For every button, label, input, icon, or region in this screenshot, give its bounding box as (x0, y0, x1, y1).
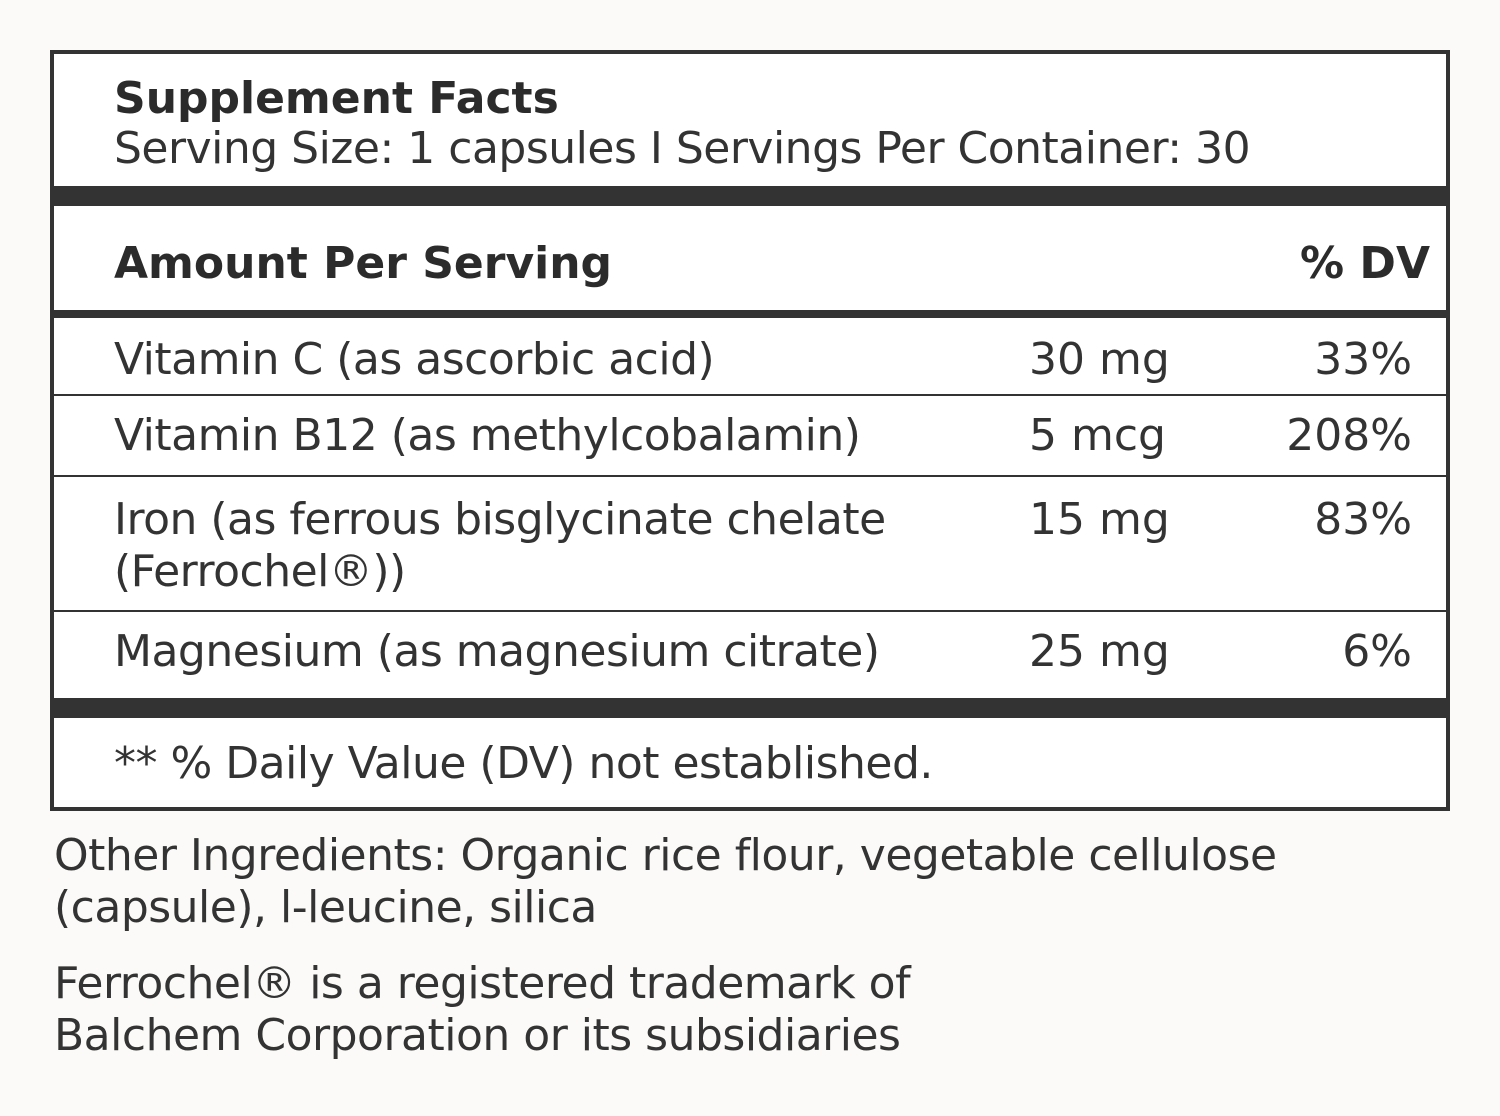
nutrient-name: Magnesium (as magnesium citrate) (114, 626, 880, 677)
nutrient-amount: 15 mg (1029, 494, 1170, 545)
daily-value-heading: % DV (1300, 238, 1430, 289)
thick-divider-bottom (54, 698, 1446, 718)
row-divider (54, 610, 1446, 612)
nutrient-name: Vitamin B12 (as methylcobalamin) (114, 410, 861, 461)
nutrient-name: Iron (as ferrous bisglycinate chelate (F… (114, 494, 886, 597)
supplement-facts-panel: Supplement Facts Serving Size: 1 capsule… (50, 50, 1450, 811)
nutrient-amount: 25 mg (1029, 626, 1170, 677)
amount-header-row: Amount Per Serving % DV (114, 230, 1430, 298)
row-divider (54, 394, 1446, 396)
dv-footnote: ** % Daily Value (DV) not established. (114, 738, 933, 789)
nutrient-amount: 5 mcg (1029, 410, 1166, 461)
nutrient-dv: 83% (1314, 494, 1412, 545)
medium-divider (54, 310, 1446, 318)
thick-divider-top (54, 186, 1446, 206)
nutrient-name: Vitamin C (as ascorbic acid) (114, 334, 715, 385)
nutrient-amount: 30 mg (1029, 334, 1170, 385)
serving-info: Serving Size: 1 capsules I Servings Per … (114, 123, 1251, 174)
nutrient-dv: 6% (1342, 626, 1412, 677)
nutrient-dv: 33% (1314, 334, 1412, 385)
trademark-note: Ferrochel® is a registered trademark of … (54, 958, 911, 1061)
panel-header: Supplement Facts Serving Size: 1 capsule… (114, 74, 1426, 174)
amount-per-serving-heading: Amount Per Serving (114, 238, 613, 289)
panel-title: Supplement Facts (114, 73, 559, 124)
row-divider (54, 475, 1446, 477)
nutrient-dv: 208% (1286, 410, 1412, 461)
other-ingredients: Other Ingredients: Organic rice flour, v… (54, 830, 1277, 933)
